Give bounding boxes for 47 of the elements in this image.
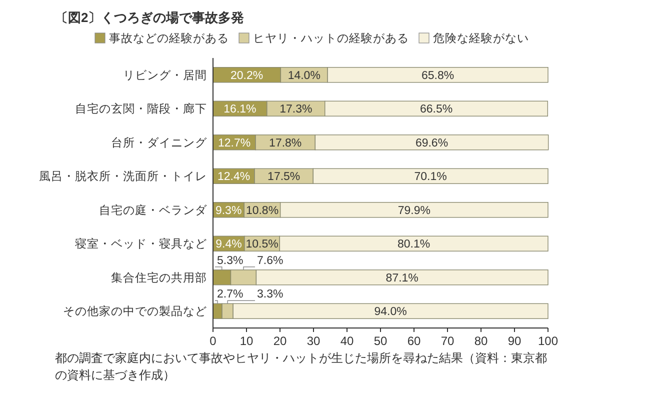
legend: 事故などの経験がある bbox=[94, 32, 229, 45]
x-tick-label: 70 bbox=[440, 334, 454, 348]
data-label: 9.4% bbox=[216, 238, 242, 251]
y-tick-label: 寝室・ベッド・寝具など bbox=[75, 236, 207, 251]
data-label: 70.1% bbox=[414, 171, 447, 184]
data-label: 66.5% bbox=[420, 104, 453, 116]
data-label: 69.6% bbox=[415, 137, 448, 150]
data-label: 12.4% bbox=[217, 171, 250, 184]
y-tick-label: リビング・居間 bbox=[123, 68, 207, 82]
data-label: 2.7% bbox=[217, 288, 244, 301]
data-label: 94.0% bbox=[374, 306, 407, 318]
data-label: 12.7% bbox=[218, 137, 251, 150]
x-tick-label: 60 bbox=[407, 334, 421, 348]
legend: 危険な経験がない bbox=[418, 32, 529, 45]
x-tick-label: 90 bbox=[508, 334, 522, 348]
data-label: 80.1% bbox=[398, 238, 430, 251]
x-tick-label: 80 bbox=[474, 334, 488, 348]
data-label: 16.1% bbox=[224, 104, 256, 116]
data-label: 5.3% bbox=[217, 254, 244, 267]
x-tick-label: 10 bbox=[240, 334, 254, 348]
x-tick-label: 30 bbox=[306, 334, 320, 348]
data-label: 65.8% bbox=[421, 70, 454, 82]
y-tick-label: その他家の中での製品など bbox=[63, 304, 207, 318]
text: 都の調査で家庭内において事故やヒヤリ・ハットが生じた場所を尋ねた結果（資料：東京都の資料に基づき作成） bbox=[55, 350, 548, 384]
data-label: 17.3% bbox=[280, 104, 312, 116]
x-tick-label: 20 bbox=[273, 334, 287, 348]
y-tick-label: 自宅の玄関・階段・廊下 bbox=[75, 102, 207, 116]
data-label: 17.5% bbox=[268, 171, 300, 184]
data-label: 10.5% bbox=[246, 238, 278, 251]
y-tick-label: 自宅の庭・ベランダ bbox=[99, 202, 208, 217]
data-label: 14.0% bbox=[288, 70, 320, 82]
x-tick-label: 100 bbox=[538, 334, 558, 348]
y-tick-label: 集合住宅の共用部 bbox=[111, 270, 207, 284]
data-label: 87.1% bbox=[386, 272, 418, 284]
data-label: 20.2% bbox=[230, 70, 264, 82]
x-tick-label: 0 bbox=[210, 334, 217, 348]
y-tick-label: 台所・ダイニング bbox=[111, 136, 208, 150]
legend: ヒヤリ・ハットの経験がある bbox=[238, 32, 409, 45]
x-tick-label: 50 bbox=[374, 334, 388, 348]
data-label: 3.3% bbox=[257, 288, 284, 301]
data-label: 17.8% bbox=[269, 137, 302, 150]
data-label: 79.9% bbox=[398, 204, 430, 217]
data-label: 7.6% bbox=[257, 254, 284, 267]
legend-label: 危険な経験がない bbox=[433, 32, 529, 45]
y-tick-label: 風呂・脱衣所・洗面所・トイレ bbox=[39, 169, 207, 184]
chart-title: 〔図2〕くつろぎの場で事故多発 bbox=[55, 10, 244, 25]
x-tick-label: 40 bbox=[340, 334, 354, 348]
